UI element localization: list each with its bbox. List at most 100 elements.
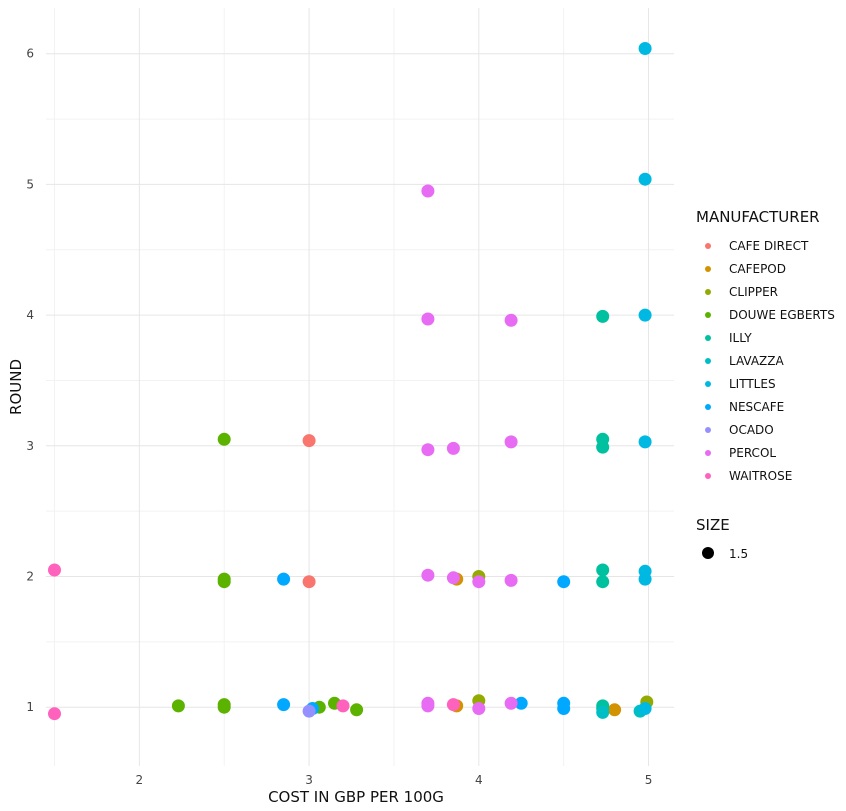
series-waitrose <box>48 563 460 721</box>
legend-key <box>705 289 711 295</box>
data-point <box>638 702 652 715</box>
series-percol <box>421 184 518 715</box>
data-point <box>446 441 460 455</box>
legend-label: WAITROSE <box>729 469 792 483</box>
data-point <box>638 172 652 186</box>
legend-item: CAFE DIRECT <box>705 239 809 253</box>
y-tick-label: 3 <box>26 439 34 453</box>
x-tick-label: 5 <box>645 773 653 787</box>
x-tick-label: 4 <box>475 773 483 787</box>
data-point <box>557 702 571 715</box>
data-point <box>596 575 610 589</box>
data-point <box>638 42 652 55</box>
size-legend-title: SIZE <box>696 516 730 534</box>
legend-item: PERCOL <box>705 446 776 460</box>
data-point <box>302 575 316 589</box>
legend-label: CAFEPOD <box>729 262 786 276</box>
data-point <box>514 696 528 710</box>
legend-label: LITTLES <box>729 377 776 391</box>
legend-key <box>705 381 711 387</box>
legend-label: LAVAZZA <box>729 354 784 368</box>
data-point <box>446 698 460 712</box>
legend-key <box>705 243 711 249</box>
series-douwe-egberts <box>171 432 364 717</box>
y-axis-title: ROUND <box>7 359 25 415</box>
legend-item: OCADO <box>705 423 774 437</box>
data-point <box>596 309 610 323</box>
data-point <box>48 707 61 721</box>
legend-key <box>705 312 711 318</box>
data-point <box>421 184 435 198</box>
data-point <box>421 443 435 457</box>
y-tick-label: 5 <box>26 177 34 191</box>
data-point <box>302 434 316 448</box>
legend-key <box>705 335 711 341</box>
data-point <box>638 435 652 449</box>
legend-key <box>705 450 711 456</box>
data-point <box>504 696 518 710</box>
legend-label: OCADO <box>729 423 774 437</box>
data-points <box>48 42 654 721</box>
data-point <box>277 698 291 712</box>
data-point <box>557 575 571 589</box>
legend-label: CAFE DIRECT <box>729 239 809 253</box>
series-illy <box>596 309 610 715</box>
data-point <box>217 575 231 589</box>
data-point <box>446 571 460 585</box>
data-point <box>608 703 622 717</box>
legend-item: ILLY <box>705 331 752 345</box>
y-tick-label: 4 <box>26 308 34 322</box>
data-point <box>472 702 486 715</box>
legend-label: PERCOL <box>729 446 776 460</box>
data-point <box>638 572 652 586</box>
data-point <box>48 563 61 577</box>
legend-label: DOUWE EGBERTS <box>729 308 835 322</box>
legend-item: WAITROSE <box>705 469 792 483</box>
data-point <box>171 699 185 713</box>
data-point <box>421 568 435 582</box>
data-point <box>596 705 610 719</box>
x-tick-label: 2 <box>136 773 144 787</box>
grid <box>46 8 674 766</box>
series-clipper <box>472 570 654 709</box>
data-point <box>217 432 231 446</box>
legend-item: CLIPPER <box>705 285 778 299</box>
data-point <box>504 313 518 327</box>
data-point <box>336 699 350 713</box>
legend-title: MANUFACTURER <box>696 208 820 226</box>
series-cafepod <box>450 572 622 717</box>
x-tick-label: 3 <box>305 773 313 787</box>
data-point <box>277 572 291 586</box>
y-tick-label: 2 <box>26 570 34 584</box>
data-point <box>504 573 518 587</box>
series-cafe-direct <box>302 434 316 589</box>
data-point <box>472 575 486 589</box>
size-legend-marker <box>702 547 714 559</box>
data-point <box>638 308 652 322</box>
data-point <box>350 703 364 717</box>
x-axis-ticks: 2 3 4 5 <box>136 773 653 787</box>
series-ocado <box>302 704 316 718</box>
series-littles <box>638 42 652 715</box>
y-tick-label: 1 <box>26 700 34 714</box>
legend-key <box>705 358 711 364</box>
legend-items: CAFE DIRECT CAFEPOD CLIPPER DOUWE EGBERTS IL… <box>705 239 835 483</box>
legend-item: LAVAZZA <box>705 354 784 368</box>
data-point <box>596 563 610 577</box>
data-point <box>504 435 518 449</box>
legend-label: CLIPPER <box>729 285 778 299</box>
legend-item: LITTLES <box>705 377 776 391</box>
legend: MANUFACTURER CAFE DIRECT CAFEPOD CLIPPER DO… <box>696 208 835 561</box>
legend-item: DOUWE EGBERTS <box>705 308 835 322</box>
y-tick-label: 6 <box>26 47 34 61</box>
size-legend-label: 1.5 <box>729 547 748 561</box>
legend-item: CAFEPOD <box>705 262 786 276</box>
data-point <box>302 704 316 718</box>
legend-label: NESCAFE <box>729 400 784 414</box>
legend-item: NESCAFE <box>705 400 784 414</box>
data-point <box>217 700 231 714</box>
series-nescafe <box>277 572 571 715</box>
y-axis-ticks: 1 2 3 4 5 6 <box>26 47 34 714</box>
data-point <box>596 440 610 454</box>
